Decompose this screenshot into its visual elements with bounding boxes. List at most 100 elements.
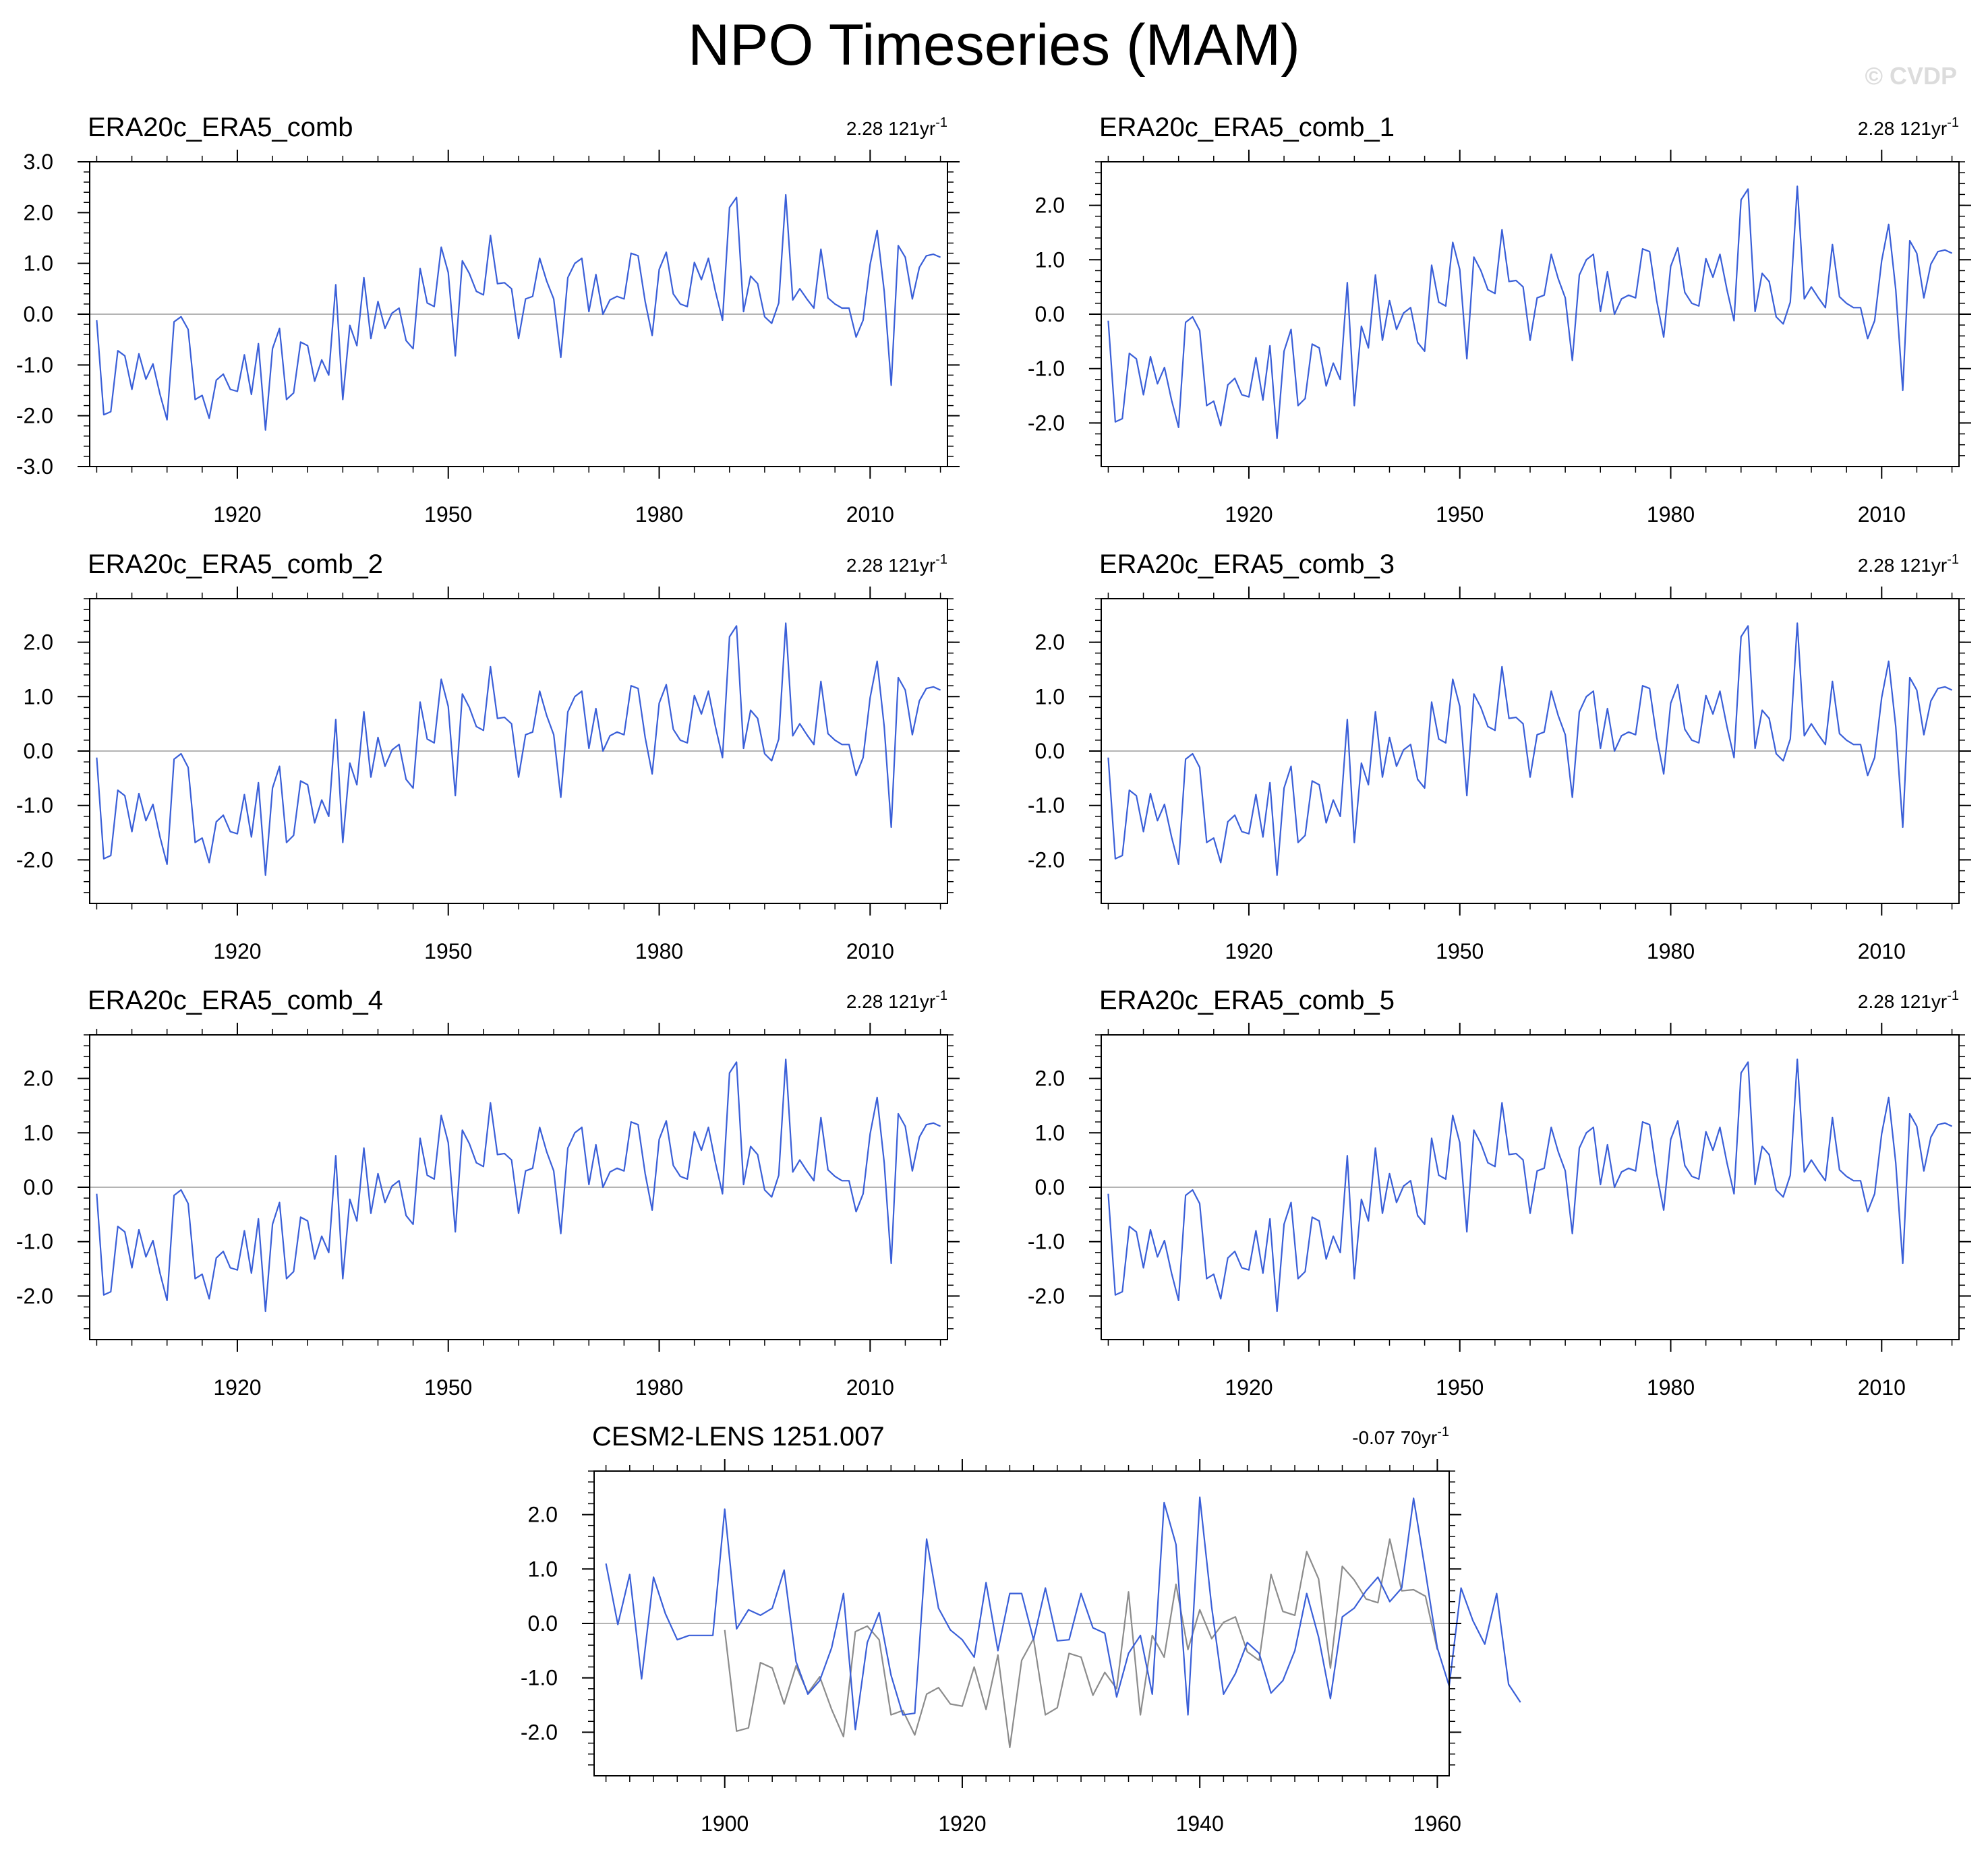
x-tick-label: 1960 [1413,1812,1461,1836]
panel-title: ERA20c_ERA5_comb_4 [88,986,383,1015]
y-tick-label: -2.0 [16,1284,53,1308]
x-tick-label: 1920 [1225,939,1273,963]
series-line-series [96,622,941,876]
x-tick-label: 2010 [846,939,894,963]
trend-value: 2.28 121yr [846,991,935,1012]
chart-panel-2: ERA20c_ERA5_comb_2 2.28 121yr-1 -2.0 -1.0 0.… [16,549,960,963]
x-tick-label: 1920 [213,502,261,527]
series-line-series [1107,1058,1953,1313]
x-tick-label: 1920 [1225,1375,1273,1400]
x-tick-label: 1920 [213,1375,261,1400]
x-tick-label: 2010 [846,1375,894,1400]
panel-title: ERA20c_ERA5_comb_1 [1099,113,1395,142]
y-tick-label: -2.0 [1028,847,1065,872]
y-tick-label: 0.0 [1035,1175,1065,1199]
watermark: © CVDP [1865,62,1957,90]
x-tick-label: 2010 [846,502,894,527]
y-tick-label: 1.0 [24,684,53,709]
y-tick-label: 2.0 [24,200,53,225]
y-tick-label: 0.0 [24,1175,53,1199]
y-tick-label: 2.0 [24,1067,53,1091]
panel-title: ERA20c_ERA5_comb_2 [88,549,383,579]
panel-title: ERA20c_ERA5_comb_5 [1099,986,1395,1015]
x-tick-label: 1920 [213,939,261,963]
trend-label: 2.28 121yr-1 [846,552,947,576]
chart-panel-1: ERA20c_ERA5_comb_1 2.28 121yr-1 -2.0 -1.0 0.… [1028,113,1971,527]
x-tick-label: 1980 [635,502,683,527]
y-tick-label: 1.0 [1035,1120,1065,1145]
y-tick-label: -2.0 [16,404,53,428]
x-tick-label: 1950 [424,502,472,527]
y-tick-label: 0.0 [1035,739,1065,763]
trend-exponent: -1 [935,552,947,567]
y-tick-label: 3.0 [24,150,53,174]
x-tick-label: 1950 [1436,502,1484,527]
panel-title: ERA20c_ERA5_comb_3 [1099,549,1395,579]
trend-label: -0.07 70yr-1 [1352,1425,1449,1448]
y-tick-label: 2.0 [1035,630,1065,655]
series-line-series [1107,622,1953,876]
y-tick-label: 2.0 [1035,193,1065,218]
figure-title: NPO Timeseries (MAM) [688,13,1300,78]
x-tick-label: 1920 [938,1812,986,1836]
y-tick-label: 0.0 [1035,302,1065,326]
x-tick-label: 1980 [635,939,683,963]
y-tick-label: -2.0 [521,1720,558,1744]
x-tick-label: 1950 [1436,939,1484,963]
x-tick-label: 2010 [1858,502,1906,527]
trend-value: 2.28 121yr [1858,118,1947,139]
trend-exponent: -1 [935,988,947,1003]
x-tick-label: 2010 [1858,939,1906,963]
y-tick-label: 1.0 [24,1120,53,1145]
y-tick-label: -2.0 [1028,1284,1065,1308]
y-tick-label: 2.0 [1035,1067,1065,1091]
trend-label: 2.28 121yr-1 [1858,988,1959,1012]
x-tick-label: 2010 [1858,1375,1906,1400]
x-tick-label: 1980 [1647,502,1695,527]
y-tick-label: -3.0 [16,454,53,479]
y-tick-label: 1.0 [528,1557,558,1581]
panel-title: ERA20c_ERA5_comb [88,113,353,142]
x-tick-label: 1950 [424,939,472,963]
y-tick-label: -1.0 [1028,1230,1065,1254]
y-tick-label: 1.0 [1035,684,1065,709]
trend-label: 2.28 121yr-1 [846,988,947,1012]
y-tick-label: -1.0 [16,794,53,818]
chart-panel-0: ERA20c_ERA5_comb 2.28 121yr-1 -3.0 -2.0 -1.0… [16,113,960,527]
trend-label: 2.28 121yr-1 [846,115,947,139]
x-tick-label: 1950 [424,1375,472,1400]
x-tick-label: 1920 [1225,502,1273,527]
series-line-obs [724,1538,1438,1749]
x-tick-label: 1950 [1436,1375,1484,1400]
trend-value: 2.28 121yr [1858,991,1947,1012]
chart-panel-3: ERA20c_ERA5_comb_3 2.28 121yr-1 -2.0 -1.0 0.… [1028,549,1971,963]
y-tick-label: -2.0 [16,847,53,872]
y-tick-label: 0.0 [24,302,53,326]
trend-exponent: -1 [1437,1425,1449,1439]
x-tick-label: 1980 [1647,1375,1695,1400]
y-tick-label: 2.0 [24,630,53,655]
trend-value: 2.28 121yr [846,555,935,576]
y-tick-label: 2.0 [528,1503,558,1527]
x-tick-label: 1980 [635,1375,683,1400]
series-line-series [1107,185,1953,440]
trend-exponent: -1 [1947,552,1959,567]
y-tick-label: 1.0 [24,251,53,276]
series-line-series [96,1058,941,1313]
x-tick-label: 1900 [701,1812,749,1836]
y-tick-label: 1.0 [1035,247,1065,272]
trend-label: 2.28 121yr-1 [1858,115,1959,139]
x-tick-label: 1980 [1647,939,1695,963]
x-tick-label: 1940 [1176,1812,1224,1836]
series-line-series [605,1496,1521,1731]
panel-title: CESM2-LENS 1251.007 [592,1422,885,1452]
y-tick-label: -1.0 [1028,794,1065,818]
trend-value: -0.07 70yr [1352,1427,1437,1448]
y-tick-label: -1.0 [16,353,53,377]
trend-value: 2.28 121yr [846,118,935,139]
chart-panel-5: ERA20c_ERA5_comb_5 2.28 121yr-1 -2.0 -1.0 0.… [1028,986,1971,1400]
trend-value: 2.28 121yr [1858,555,1947,576]
trend-exponent: -1 [1947,988,1959,1003]
trend-exponent: -1 [935,115,947,130]
